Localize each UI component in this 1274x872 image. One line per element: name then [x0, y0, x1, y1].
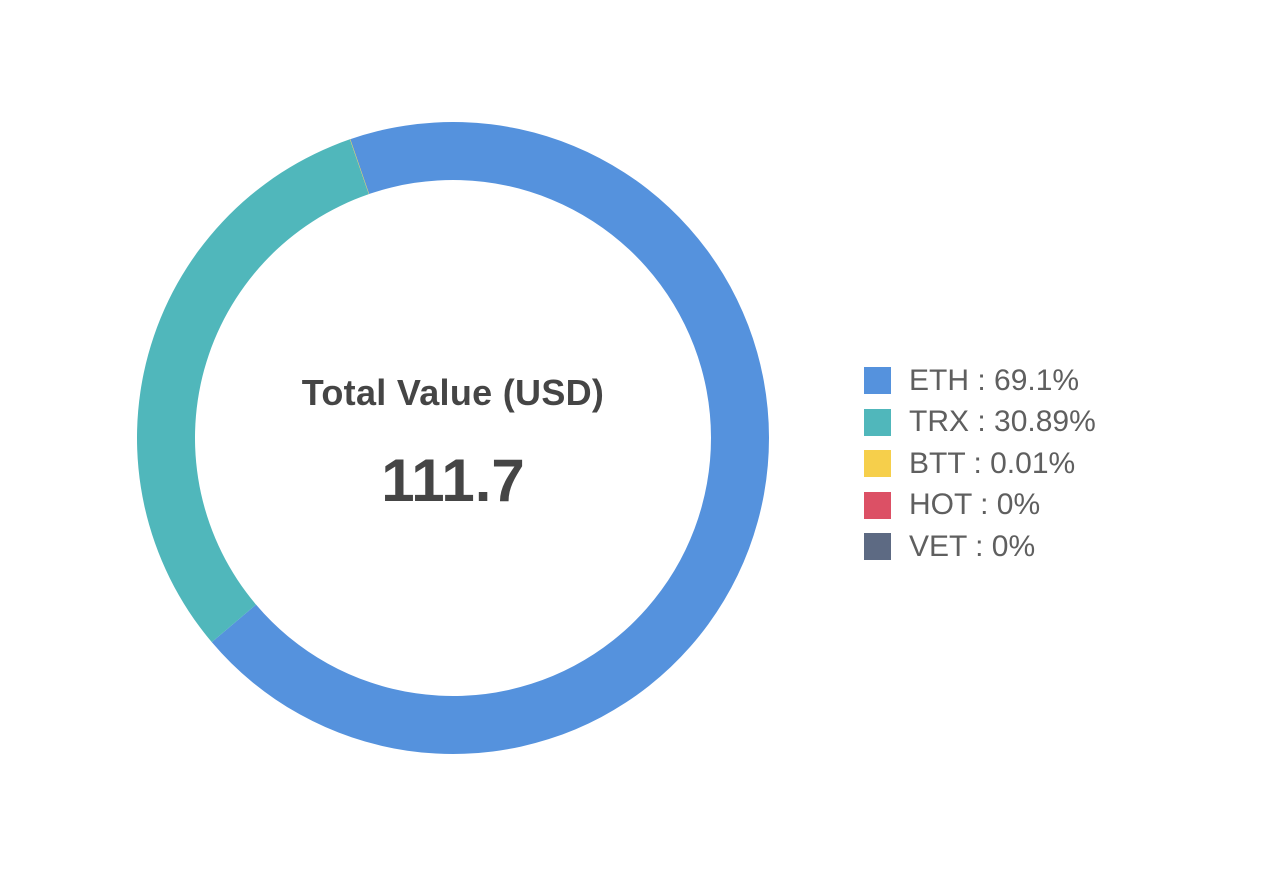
legend-label-trx: TRX : 30.89% [909, 405, 1096, 439]
legend-item-btt[interactable]: BTT : 0.01% [864, 443, 1096, 485]
legend-item-vet[interactable]: VET : 0% [864, 526, 1096, 568]
donut-slice-trx[interactable] [136, 139, 369, 643]
legend-label-eth: ETH : 69.1% [909, 363, 1080, 397]
legend-swatch-trx [864, 408, 891, 436]
donut-slice-btt[interactable] [349, 139, 370, 195]
legend-swatch-eth [864, 367, 891, 395]
legend-item-hot[interactable]: HOT : 0% [864, 485, 1096, 527]
legend-swatch-btt [864, 450, 891, 478]
legend-swatch-vet [864, 533, 891, 561]
legend-swatch-hot [864, 491, 891, 519]
legend: ETH : 69.1% TRX : 30.89% BTT : 0.01% HOT… [864, 360, 1096, 568]
center-total-value: 111.7 [381, 447, 525, 514]
legend-item-eth[interactable]: ETH : 69.1% [864, 360, 1096, 402]
legend-label-btt: BTT : 0.01% [909, 446, 1076, 480]
legend-label-hot: HOT : 0% [909, 488, 1041, 522]
legend-item-trx[interactable]: TRX : 30.89% [864, 402, 1096, 444]
legend-label-vet: VET : 0% [909, 529, 1036, 563]
donut-slice-eth[interactable] [211, 121, 770, 754]
center-title: Total Value (USD) [301, 372, 605, 413]
